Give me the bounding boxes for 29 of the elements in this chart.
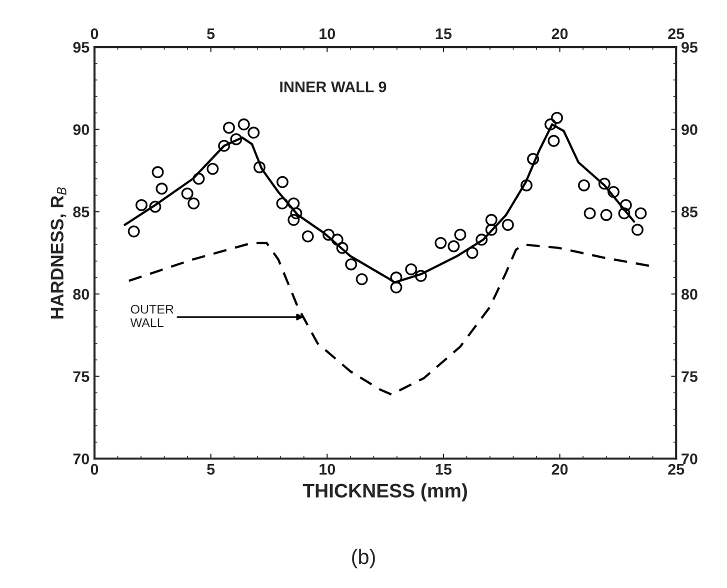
y2-tick-label: 75 [682, 371, 698, 382]
y2-tick-label: 70 [682, 454, 698, 464]
y-tick-label: 70 [73, 454, 90, 464]
y2-tick-label: 85 [681, 206, 698, 218]
x2-tick-label: 20 [552, 28, 568, 40]
y-tick-label: 90 [73, 124, 90, 136]
x2-tick-label: 5 [207, 28, 215, 40]
text: (b) [352, 548, 375, 568]
x-tick-label: 10 [320, 464, 336, 475]
y-axis-title: HARDNESS, R$_{B}$ [50, 187, 66, 319]
y-tick-label: 80 [73, 288, 90, 300]
y-tick-label: 75 [73, 371, 90, 382]
x-tick-label: 20 [552, 464, 568, 475]
x-tick-label: 15 [436, 464, 452, 475]
x-tick-label: 5 [207, 464, 215, 475]
y2-tick-label: 90 [682, 124, 698, 136]
y-tick-label: 85 [73, 206, 90, 218]
x-axis-title: THICKNESS (mm) [302, 483, 467, 502]
x-tick-label: 0 [90, 464, 98, 475]
x2-tick-label: 0 [90, 28, 98, 40]
y2-tick-label: 95 [682, 42, 698, 53]
y2-tick-label: 80 [681, 288, 698, 300]
y-tick-label: 95 [73, 42, 90, 53]
x2-tick-label: 10 [320, 28, 336, 40]
annotation: OUTER WALL [130, 304, 174, 328]
annotation: INNER WALL 9 [280, 81, 386, 92]
x2-tick-label: 25 [668, 28, 684, 40]
x2-tick-label: 15 [436, 28, 452, 40]
x-tick-label: 25 [668, 464, 684, 475]
